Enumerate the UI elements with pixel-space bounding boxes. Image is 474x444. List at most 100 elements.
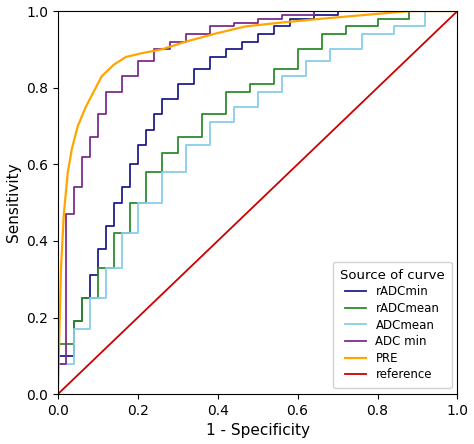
ADC min — [311, 8, 317, 14]
ADCmean — [391, 24, 396, 29]
rADCmean — [407, 16, 412, 21]
rADCmean — [343, 24, 348, 29]
rADCmean — [111, 265, 117, 270]
ADC min — [151, 47, 156, 52]
ADCmean — [207, 119, 212, 125]
PRE — [99, 74, 105, 79]
ADC min — [71, 185, 77, 190]
ADCmean — [87, 296, 92, 301]
ADC min — [279, 16, 284, 21]
ADC min — [79, 185, 85, 190]
ADCmean — [303, 58, 309, 63]
ADCmean — [103, 265, 109, 270]
rADCmean — [319, 47, 324, 52]
PRE — [363, 12, 368, 18]
ADC min — [87, 154, 92, 159]
rADCmean — [247, 81, 253, 87]
ADCmean — [231, 119, 237, 125]
rADCmin — [399, 8, 404, 14]
ADCmean — [327, 58, 332, 63]
ADCmean — [255, 89, 261, 94]
rADCmean — [223, 89, 228, 94]
ADCmean — [303, 74, 309, 79]
ADC min — [119, 89, 125, 94]
rADCmean — [374, 24, 380, 29]
rADCmean — [455, 8, 460, 14]
ADCmean — [119, 230, 125, 236]
ADC min — [103, 112, 109, 117]
rADCmean — [247, 89, 253, 94]
rADCmean — [71, 319, 77, 324]
PRE — [183, 39, 189, 44]
ADC min — [383, 8, 388, 14]
ADC min — [383, 8, 388, 14]
PRE — [111, 62, 117, 67]
ADC min — [135, 74, 141, 79]
ADCmean — [87, 326, 92, 332]
ADCmean — [159, 200, 164, 205]
ADC min — [255, 16, 261, 21]
ADC min — [63, 211, 69, 217]
ADC min — [183, 39, 189, 44]
PRE — [407, 8, 412, 14]
PRE — [279, 20, 284, 25]
ADC min — [183, 32, 189, 37]
ADCmean — [71, 361, 77, 366]
rADCmean — [55, 342, 61, 347]
PRE — [65, 169, 71, 174]
ADC min — [95, 112, 100, 117]
PRE — [159, 47, 164, 52]
rADCmean — [95, 265, 100, 270]
ADCmean — [231, 104, 237, 110]
Line: rADCmin: rADCmin — [58, 11, 457, 394]
PRE — [319, 16, 324, 21]
ADCmean — [279, 74, 284, 79]
ADC min — [423, 8, 428, 14]
ADCmean — [455, 8, 460, 14]
rADCmean — [295, 66, 301, 71]
rADCmean — [175, 150, 181, 155]
rADCmean — [271, 66, 276, 71]
rADCmean — [127, 230, 133, 236]
rADCmean — [430, 8, 436, 14]
Line: ADC min: ADC min — [58, 11, 457, 394]
rADCmin — [223, 47, 228, 52]
ADCmean — [135, 230, 141, 236]
rADCmean — [430, 8, 436, 14]
ADC min — [119, 74, 125, 79]
rADCmean — [199, 112, 205, 117]
PRE — [58, 265, 64, 270]
PRE — [61, 211, 67, 217]
PRE — [55, 392, 61, 397]
ADC min — [255, 20, 261, 25]
rADCmin — [335, 8, 340, 14]
rADCmean — [79, 296, 85, 301]
rADCmean — [159, 169, 164, 174]
rADCmean — [223, 112, 228, 117]
ADCmean — [255, 104, 261, 110]
ADCmean — [423, 8, 428, 14]
ADCmean — [183, 143, 189, 148]
ADC min — [55, 361, 61, 366]
ADC min — [231, 24, 237, 29]
rADCmean — [79, 319, 85, 324]
ADC min — [95, 135, 100, 140]
ADCmean — [183, 169, 189, 174]
ADCmean — [391, 32, 396, 37]
Line: rADCmean: rADCmean — [58, 11, 457, 394]
ADC min — [167, 47, 173, 52]
ADCmean — [359, 47, 365, 52]
rADCmean — [143, 169, 148, 174]
rADCmean — [407, 8, 412, 14]
ADCmean — [135, 200, 141, 205]
ADC min — [63, 361, 69, 366]
rADCmean — [199, 135, 205, 140]
rADCmean — [295, 47, 301, 52]
rADCmean — [271, 81, 276, 87]
PRE — [83, 104, 89, 110]
PRE — [123, 54, 128, 59]
ADC min — [231, 20, 237, 25]
PRE — [69, 147, 75, 152]
rADCmean — [374, 16, 380, 21]
PRE — [455, 8, 460, 14]
